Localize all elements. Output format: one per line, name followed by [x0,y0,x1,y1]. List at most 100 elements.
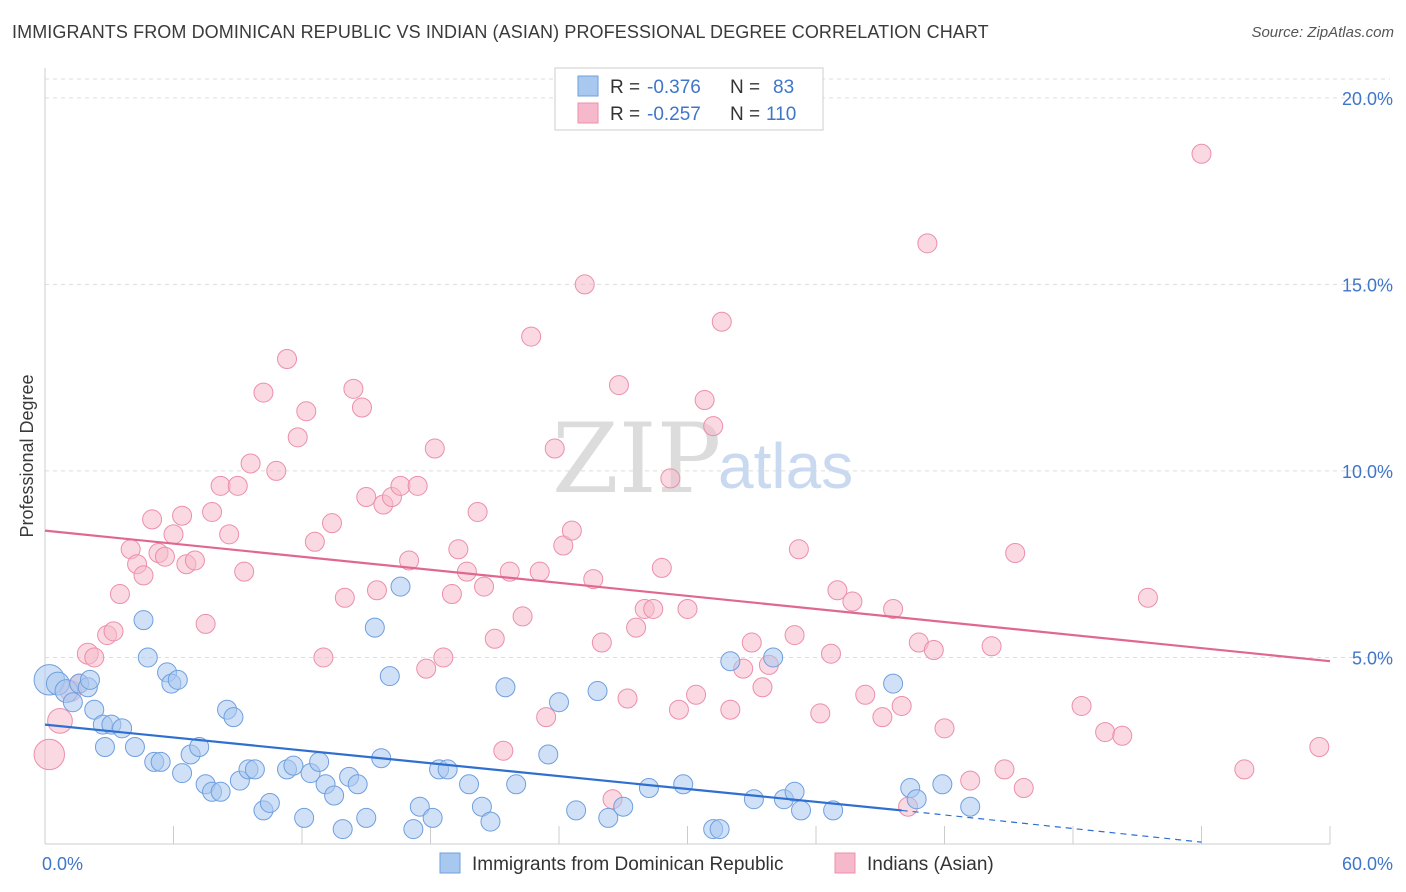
point-dominican-republic [309,751,330,772]
point-indians-asian [172,505,193,526]
point-indians-asian [321,513,342,534]
point-indians-asian [512,606,533,627]
point-indians-asian [784,625,805,646]
point-dominican-republic [471,796,492,817]
series-dominican-republic [33,576,981,840]
point-indians-asian [313,647,334,668]
point-indians-asian [677,598,698,619]
point-dominican-republic [784,781,805,802]
point-dominican-republic [613,796,634,817]
y-axis-label: Professional Degree [17,374,37,537]
point-indians-asian [47,708,73,734]
legend-n-value-2: 110 [766,104,796,125]
bottom-legend-label-blue: Immigrants from Dominican Republic [472,854,784,875]
point-indians-asian [626,617,647,638]
point-indians-asian [184,550,205,571]
point-indians-asian [574,274,595,295]
point-indians-asian [441,584,462,605]
point-indians-asian [608,375,629,396]
point-indians-asian [643,598,664,619]
point-dominican-republic [960,796,981,817]
point-dominican-republic [932,774,953,795]
point-indians-asian [154,546,175,567]
point-indians-asian [660,468,681,489]
point-indians-asian [448,539,469,560]
point-indians-asian [484,628,505,649]
point-dominican-republic [403,819,424,840]
point-indians-asian [142,509,163,530]
watermark-atlas: atlas [718,430,853,502]
point-indians-asian [668,699,689,720]
point-indians-asian [366,580,387,601]
point-indians-asian [253,382,274,403]
trend-line-indians-asian [44,529,1331,663]
point-dominican-republic [673,774,694,795]
point-indians-asian [195,613,216,634]
chart-title: IMMIGRANTS FROM DOMINICAN REPUBLIC VS IN… [12,22,989,42]
point-dominican-republic [480,811,501,832]
watermark-zip: ZIP [552,403,721,515]
point-indians-asian [227,475,248,496]
point-indians-asian [433,647,454,668]
point-indians-asian [266,460,287,481]
y-tick-label-5: 5.0% [1352,648,1393,668]
point-indians-asian [351,397,372,418]
x-tick-labels: 0.0% 60.0% [42,854,1393,874]
watermark: ZIP atlas [552,403,853,515]
point-indians-asian [752,677,773,698]
point-dominican-republic [283,755,304,776]
point-indians-asian [561,520,582,541]
point-indians-asian [399,550,420,571]
trend-line-dominican-republic [44,723,902,812]
point-indians-asian [617,688,638,709]
point-dominican-republic [294,807,315,828]
legend-r-value-2: -0.257 [647,104,701,125]
point-indians-asian [163,524,184,545]
point-indians-asian [133,565,154,586]
point-indians-asian [788,539,809,560]
point-indians-asian [1234,759,1255,780]
point-dominican-republic [763,647,784,668]
point-indians-asian [202,501,223,522]
point-dominican-republic [390,576,411,597]
point-indians-asian [219,524,240,545]
point-indians-asian [960,770,981,791]
trend-lines [44,529,1331,843]
point-indians-asian [917,233,938,254]
point-dominican-republic [62,692,83,713]
point-dominican-republic [709,819,730,840]
point-indians-asian [407,475,428,496]
point-dominican-republic [79,669,100,690]
point-dominican-republic [409,796,430,817]
point-indians-asian [934,718,955,739]
series-legend: Immigrants from Dominican Republic India… [439,852,994,875]
point-indians-asian [234,561,255,582]
point-indians-asian [1309,737,1330,757]
point-dominican-republic [84,699,105,720]
point-indians-asian [210,475,231,496]
legend-box [554,67,824,131]
point-indians-asian [591,632,612,653]
point-indians-asian [1095,722,1116,743]
point-dominican-republic [422,807,443,828]
point-dominican-republic [566,800,587,821]
point-indians-asian [1005,543,1026,563]
point-indians-asian [720,699,741,720]
point-indians-asian [1013,778,1034,799]
point-indians-asian [855,684,876,705]
point-dominican-republic [210,781,231,802]
point-indians-asian [741,632,762,653]
point-dominican-republic [223,707,244,728]
legend-n-value-1: 83 [773,77,794,98]
point-dominican-republic [437,759,458,780]
point-dominican-republic [347,774,368,795]
point-indians-asian [109,584,130,605]
series-indians-asian [33,143,1330,817]
point-indians-asian [651,557,672,578]
point-dominican-republic [906,789,927,810]
x-tick-label-max: 60.0% [1342,854,1393,874]
point-dominican-republic [379,666,400,687]
point-dominican-republic [598,807,619,828]
point-dominican-republic [459,774,480,795]
